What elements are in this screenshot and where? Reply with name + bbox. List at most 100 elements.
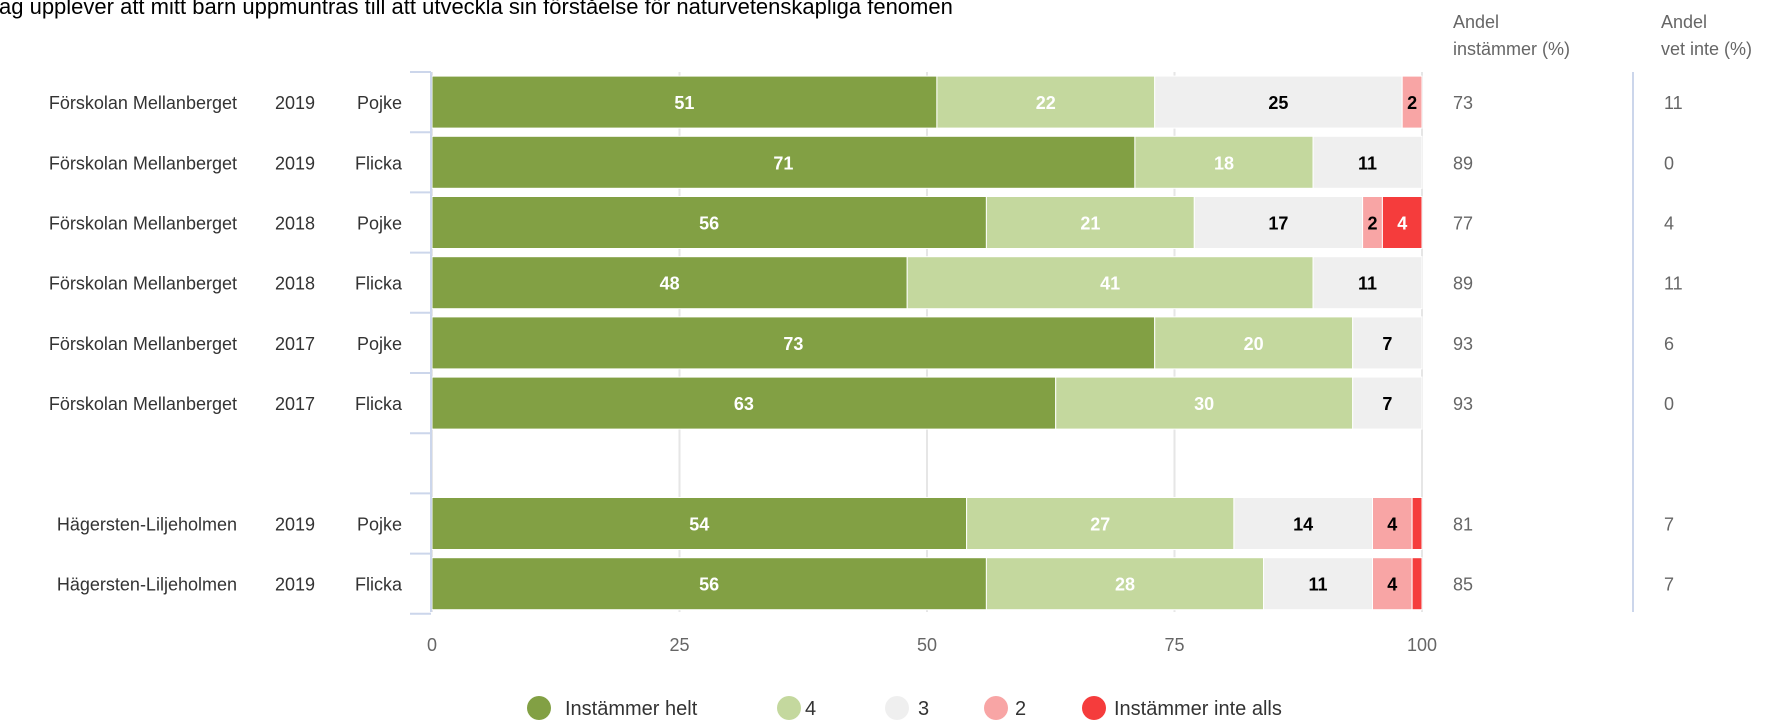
bar-segment <box>431 376 1057 430</box>
bar-segment <box>985 196 1195 249</box>
x-tick-label: 50 <box>917 635 937 655</box>
bar-value-label: 28 <box>1115 575 1135 595</box>
x-tick-label: 25 <box>669 635 689 655</box>
row-label-gender: Pojke <box>357 334 402 354</box>
agree-value: 81 <box>1453 515 1473 535</box>
bar-segment <box>936 75 1156 129</box>
x-axis: 0 25 50 75 100 <box>410 71 1437 655</box>
bar-segment <box>431 135 1136 189</box>
bar-value-label: 7 <box>1382 394 1392 414</box>
bar-segment <box>431 557 987 611</box>
bar-segment <box>1154 75 1403 129</box>
bar-segment <box>1372 497 1413 550</box>
dontknow-header-line2: vet inte (%) <box>1661 39 1752 59</box>
agree-value: 85 <box>1453 575 1473 595</box>
row-label-gender: Pojke <box>357 214 402 234</box>
bar-segment <box>1352 316 1423 370</box>
row-label-year: 2019 <box>275 515 315 535</box>
bar-value-label: 20 <box>1244 334 1264 354</box>
bar-segment <box>1411 557 1423 611</box>
row-label-unit: Förskolan Mellanberget <box>49 93 237 113</box>
agree-header-line1: Andel <box>1453 12 1499 32</box>
dontknow-value: 0 <box>1664 394 1674 414</box>
dontknow-value: 7 <box>1664 515 1674 535</box>
x-tick-label: 75 <box>1164 635 1184 655</box>
legend-swatch <box>527 696 551 720</box>
bar-value-label: 2 <box>1407 93 1417 113</box>
chart-title: Jag upplever att mitt barn uppmuntras ti… <box>0 0 953 19</box>
bar-value-label: 25 <box>1268 93 1288 113</box>
bar-segment <box>431 497 968 550</box>
legend-label: Instämmer inte alls <box>1114 698 1282 720</box>
bar-value-label: 7 <box>1382 334 1392 354</box>
legend: Instämmer helt 4 3 2 Instämmer inte alls <box>527 696 1282 720</box>
agree-value: 73 <box>1453 93 1473 113</box>
bar-value-label: 11 <box>1358 153 1377 173</box>
bar-value-label: 17 <box>1268 214 1288 234</box>
agree-value: 89 <box>1453 274 1473 294</box>
bar-value-label: 56 <box>699 214 719 234</box>
row-label-unit: Hägersten-Liljeholmen <box>57 575 237 595</box>
bar-segment <box>1263 557 1373 611</box>
bar-value-label: 54 <box>689 515 709 535</box>
bar-value-label: 2 <box>1367 214 1377 234</box>
bar-value-label: 63 <box>734 394 754 414</box>
value-columns: Andel instämmer (%) Andel vet inte (%) 7… <box>1453 12 1752 612</box>
bar-segment <box>431 316 1156 370</box>
bar-value-label: 56 <box>699 575 719 595</box>
bar-value-label: 51 <box>674 93 694 113</box>
bar-value-label: 14 <box>1293 515 1313 535</box>
legend-label: Instämmer helt <box>565 698 698 720</box>
dontknow-value: 11 <box>1664 274 1683 294</box>
row-label-unit: Förskolan Mellanberget <box>49 274 237 294</box>
row-label-unit: Förskolan Mellanberget <box>49 214 237 234</box>
bar-value-label: 22 <box>1036 93 1056 113</box>
x-tick-label: 100 <box>1407 635 1437 655</box>
bar-segment <box>1312 256 1423 310</box>
bar-segment <box>431 256 908 310</box>
legend-swatch <box>1082 696 1106 720</box>
bar-segment <box>1352 376 1423 430</box>
dontknow-value: 6 <box>1664 334 1674 354</box>
bar-segment <box>1193 196 1364 249</box>
legend-swatch <box>984 696 1008 720</box>
row-label-year: 2019 <box>275 153 315 173</box>
row-label-gender: Flicka <box>355 394 403 414</box>
row-label-year: 2017 <box>275 334 315 354</box>
dontknow-value: 0 <box>1664 153 1674 173</box>
dontknow-value: 7 <box>1664 575 1674 595</box>
legend-label: 3 <box>918 698 929 720</box>
dontknow-value: 11 <box>1664 93 1683 113</box>
row-label-gender: Flicka <box>355 274 403 294</box>
row-label-year: 2018 <box>275 214 315 234</box>
row-labels: Förskolan Mellanberget 2019 Pojke Förskolan… <box>49 93 403 595</box>
bar-value-label: 41 <box>1100 274 1120 294</box>
row-label-unit: Förskolan Mellanberget <box>49 394 237 414</box>
row-label-year: 2019 <box>275 575 315 595</box>
row-label-unit: Förskolan Mellanberget <box>49 153 237 173</box>
agree-value: 89 <box>1453 153 1473 173</box>
bar-segment <box>985 557 1265 611</box>
bar-segment <box>966 497 1235 550</box>
agree-value: 93 <box>1453 394 1473 414</box>
bar-segment <box>1411 497 1423 550</box>
bar-segment <box>1233 497 1374 550</box>
row-label-gender: Pojke <box>357 93 402 113</box>
agree-value: 93 <box>1453 334 1473 354</box>
bar-value-label: 11 <box>1358 274 1377 294</box>
bar-segment <box>1312 135 1423 189</box>
bar-value-label: 27 <box>1090 515 1110 535</box>
bar-segment <box>906 256 1314 310</box>
bar-value-label: 4 <box>1387 515 1397 535</box>
dontknow-value: 4 <box>1664 214 1674 234</box>
legend-label: 2 <box>1015 698 1026 720</box>
legend-label: 4 <box>805 698 816 720</box>
row-label-gender: Pojke <box>357 515 402 535</box>
row-label-gender: Flicka <box>355 153 403 173</box>
bar-value-label: 73 <box>783 334 803 354</box>
bar-value-label: 11 <box>1309 575 1328 595</box>
bar-segment <box>1381 196 1423 249</box>
row-label-year: 2017 <box>275 394 315 414</box>
